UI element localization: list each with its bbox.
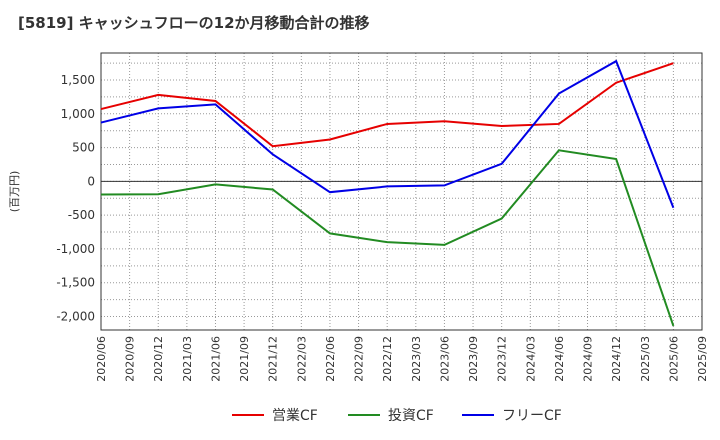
legend-label: 投資CF: [388, 408, 434, 424]
plot-frame: [100, 52, 703, 331]
y-tick-label: -500: [68, 208, 95, 222]
x-tick-label: 2025/06: [667, 336, 680, 382]
x-tick-label: 2024/12: [610, 336, 623, 382]
x-tick-label: 2025/09: [696, 336, 709, 382]
y-tick-label: -1,000: [56, 242, 95, 256]
series-line-0: [100, 62, 674, 148]
x-tick-label: 2022/09: [353, 336, 366, 382]
chart-title: [5819] キャッシュフローの12か月移動合計の推移: [18, 14, 370, 32]
x-tick-label: 2022/12: [381, 336, 394, 382]
y-tick-label: 1,500: [61, 73, 95, 87]
y-tick-label: 1,000: [61, 107, 95, 121]
series-line-2: [100, 59, 675, 209]
series-line-1: [100, 149, 675, 327]
y-tick-label: -1,500: [56, 276, 95, 290]
y-tick-label: 500: [72, 141, 95, 155]
x-tick-label: 2020/09: [124, 336, 137, 382]
x-tick-label: 2023/06: [438, 336, 451, 382]
x-tick-label: 2021/12: [267, 336, 280, 382]
x-tick-label: 2025/03: [639, 336, 652, 382]
x-tick-label: 2024/06: [553, 336, 566, 382]
y-tick-label: -2,000: [56, 309, 95, 323]
legend-label: 営業CF: [272, 408, 318, 424]
x-tick-label: 2020/12: [152, 336, 165, 382]
x-tick-label: 2021/03: [181, 336, 194, 382]
x-tick-label: 2021/09: [238, 336, 251, 382]
x-tick-label: 2022/03: [295, 336, 308, 382]
x-tick-label: 2020/06: [95, 336, 108, 382]
x-tick-label: 2023/09: [467, 336, 480, 382]
x-tick-label: 2021/06: [209, 336, 222, 382]
x-tick-label: 2024/03: [524, 336, 537, 382]
x-tick-label: 2022/06: [324, 336, 337, 382]
legend-label: フリーCF: [502, 408, 562, 424]
x-tick-label: 2023/12: [496, 336, 509, 382]
y-tick-label: 0: [87, 174, 95, 188]
x-tick-label: 2023/03: [410, 336, 423, 382]
y-axis-label: (百万円): [8, 171, 21, 213]
x-tick-label: 2024/09: [582, 336, 595, 382]
